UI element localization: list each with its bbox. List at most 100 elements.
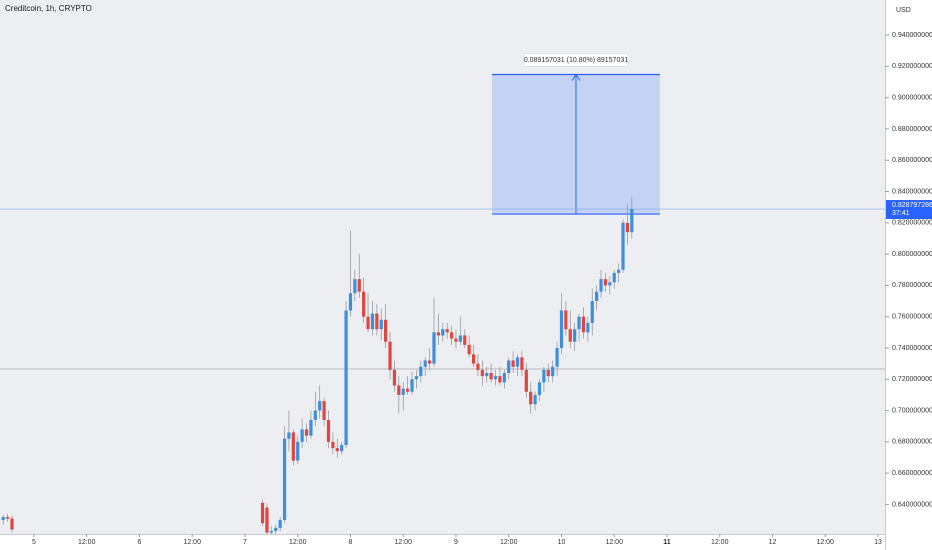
candle-body [388, 341, 392, 370]
candle-body [436, 332, 440, 336]
candle-body [617, 269, 621, 273]
candle-body [304, 429, 309, 436]
candle-body [287, 432, 291, 439]
y-tick-label: 0.740000000 [892, 345, 932, 352]
x-tick-label: 12:00 [500, 539, 518, 546]
candle-body [309, 419, 313, 436]
candle-body [493, 376, 498, 380]
candle-body [529, 391, 533, 405]
candle-body [432, 332, 436, 364]
candle-body [445, 329, 449, 333]
x-tick-label: 12:00 [605, 539, 623, 546]
x-tick-label: 12:00 [816, 539, 834, 546]
measure-label: 0.089157031 (10.80%) 89157031 [524, 57, 628, 64]
candle-body [344, 310, 348, 445]
candle-body [291, 432, 295, 461]
candle-body [577, 316, 581, 330]
candle-body [348, 293, 353, 311]
measure-arrow-head [571, 73, 581, 81]
candle-body [630, 209, 634, 233]
candle-body [392, 369, 397, 386]
candle-body [603, 279, 608, 286]
candle-body [502, 373, 506, 383]
candle-body [555, 347, 559, 367]
candle-body [621, 222, 625, 270]
y-tick-label: 0.700000000 [892, 407, 932, 414]
y-tick-label: 0.860000000 [892, 157, 932, 164]
last-price-tag [886, 200, 932, 220]
candle-body [520, 357, 524, 370]
candle-body [375, 313, 379, 330]
candle-body [260, 502, 265, 524]
candle-body [406, 388, 410, 392]
x-tick-label: 6 [138, 539, 142, 546]
candle-body [274, 527, 278, 532]
candle-body [313, 410, 317, 420]
candle-body [331, 441, 335, 449]
candle-body [608, 282, 612, 286]
chart-title: Creditcoin, 1h, CRYPTO [5, 4, 92, 13]
candle-body [410, 379, 414, 392]
candle-body [397, 385, 401, 395]
y-tick-label: 0.820000000 [892, 220, 932, 227]
candle-body [269, 531, 273, 533]
chart-layer: 0.089157031 (10.80%) 89157031 [0, 53, 885, 535]
candle-body [573, 329, 577, 342]
candle-body [1, 516, 5, 521]
candle-body [353, 279, 357, 294]
y-tick-label: 0.800000000 [892, 251, 932, 258]
candle-body [6, 516, 10, 519]
countdown-label: 37:41 [892, 210, 910, 217]
candle-body [441, 329, 445, 336]
candle-body [322, 401, 326, 420]
y-tick-label: 0.900000000 [892, 94, 932, 101]
candle-body [476, 363, 480, 370]
candle-body [366, 316, 370, 330]
x-tick-label: 9 [454, 539, 458, 546]
x-tick-label: 12:00 [711, 539, 729, 546]
candle-body [498, 376, 502, 383]
candle-body [515, 357, 520, 367]
x-tick-label: 12:00 [394, 539, 412, 546]
x-tick-label: 12 [769, 539, 777, 546]
candle-body [559, 310, 564, 348]
y-tick-label: 0.920000000 [892, 63, 932, 70]
y-tick-label: 0.840000000 [892, 188, 932, 195]
candle-body [10, 518, 14, 530]
candle-body [427, 360, 432, 364]
plot-background [0, 0, 885, 534]
candle-body [318, 401, 322, 411]
candle-body [568, 329, 572, 342]
x-tick-label: 13 [874, 539, 882, 546]
candle-body [551, 366, 555, 377]
candle-body [586, 322, 590, 333]
candle-body [278, 520, 282, 528]
candle-body [599, 279, 603, 292]
candle-body [423, 360, 427, 367]
candle-body [595, 291, 599, 302]
candle-body [581, 316, 586, 333]
candle-body [612, 272, 616, 283]
candle-body [401, 388, 405, 395]
y-tick-label: 0.640000000 [892, 501, 932, 508]
candle-body [454, 338, 458, 342]
x-tick-label: 11 [663, 539, 671, 546]
time-axis-panel [0, 534, 885, 550]
candle-body [590, 301, 594, 323]
y-tick-label: 0.940000000 [892, 32, 932, 39]
x-tick-label: 12:00 [183, 539, 201, 546]
candle-body [471, 354, 476, 364]
y-tick-label: 0.680000000 [892, 439, 932, 446]
x-tick-label: 7 [243, 539, 247, 546]
candle-body [480, 369, 484, 377]
measure-label-box [523, 53, 629, 67]
last-price-label: 0.828797286 [892, 202, 932, 209]
x-tick-label: 5 [32, 539, 36, 546]
candle-body [507, 360, 511, 374]
y-tick-label: 0.660000000 [892, 470, 932, 477]
candle-body [384, 319, 388, 342]
candle-body [370, 313, 375, 330]
candle-body [357, 279, 361, 292]
y-tick-label: 0.720000000 [892, 376, 932, 383]
